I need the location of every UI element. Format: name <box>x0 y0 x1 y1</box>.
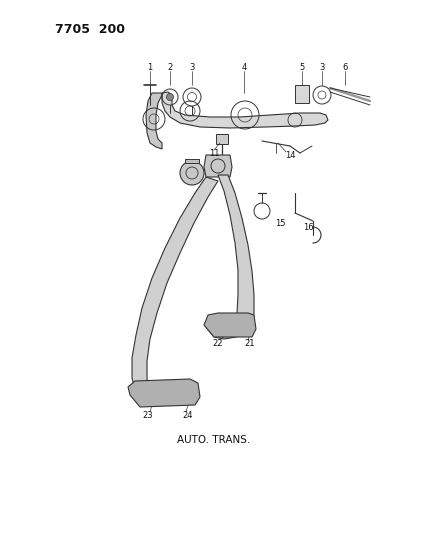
Polygon shape <box>185 159 199 163</box>
Text: 11: 11 <box>209 149 219 157</box>
Text: 6: 6 <box>342 63 348 72</box>
Text: 14: 14 <box>285 150 295 159</box>
Text: 24: 24 <box>183 410 193 419</box>
Text: 3: 3 <box>319 63 325 72</box>
Text: 23: 23 <box>143 410 153 419</box>
Text: 5: 5 <box>299 63 305 72</box>
Text: AUTO. TRANS.: AUTO. TRANS. <box>177 435 251 445</box>
Polygon shape <box>162 92 328 128</box>
Text: 21: 21 <box>245 338 255 348</box>
Polygon shape <box>216 134 228 144</box>
Polygon shape <box>132 177 218 403</box>
Text: 2: 2 <box>167 63 172 72</box>
Text: 1: 1 <box>147 63 153 72</box>
Text: 4: 4 <box>241 63 247 72</box>
Polygon shape <box>206 175 254 339</box>
Text: 16: 16 <box>303 223 313 232</box>
Text: 7705  200: 7705 200 <box>55 23 125 36</box>
Circle shape <box>166 93 173 101</box>
Circle shape <box>180 161 204 185</box>
Text: 15: 15 <box>275 219 285 228</box>
Polygon shape <box>128 379 200 407</box>
Polygon shape <box>295 85 309 103</box>
Polygon shape <box>204 155 232 177</box>
Text: 3: 3 <box>189 63 195 72</box>
Polygon shape <box>146 93 162 149</box>
Polygon shape <box>204 313 256 337</box>
Text: 22: 22 <box>213 338 223 348</box>
